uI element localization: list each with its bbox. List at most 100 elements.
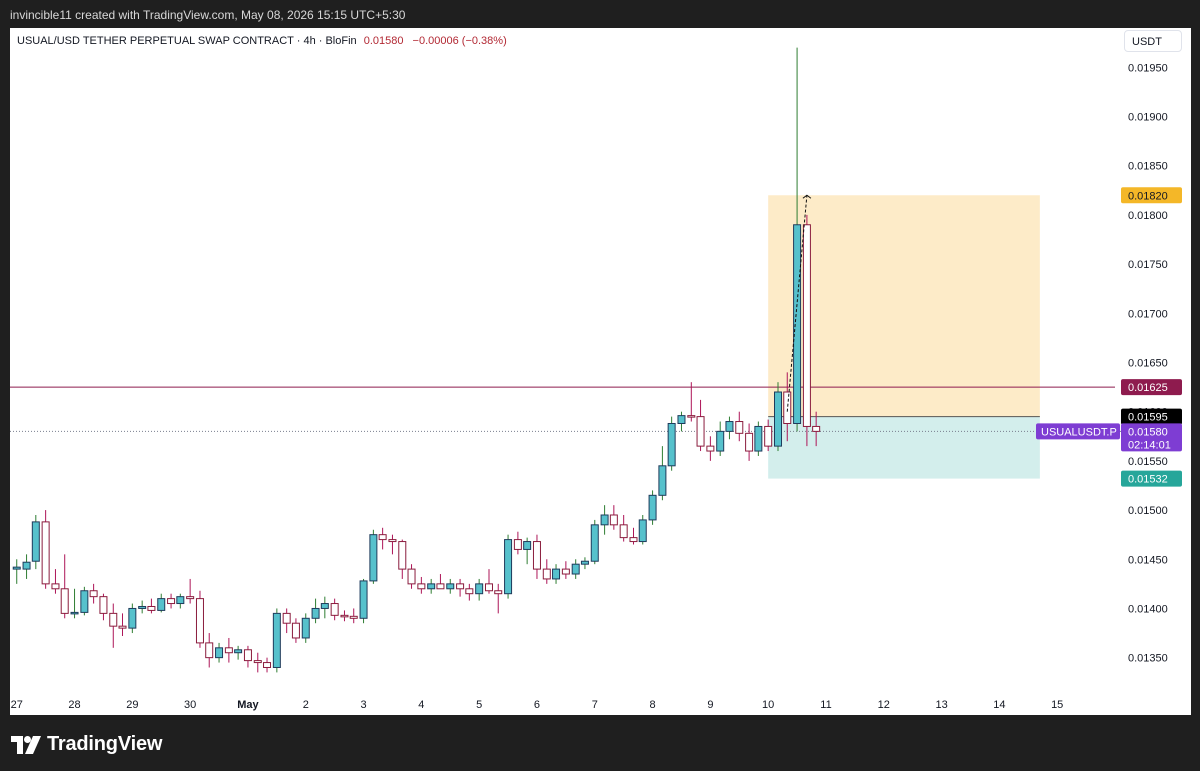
price-labels: 0.01820 0.01625 0.01595 0.01532 0.0158002:14… xyxy=(1036,187,1182,487)
candle xyxy=(754,421,763,456)
candle-body xyxy=(552,568,561,580)
candle-body xyxy=(609,514,618,526)
candle-body xyxy=(735,421,744,434)
countdown-text: 02:14:01 xyxy=(1128,439,1171,451)
candle xyxy=(735,411,744,442)
candle-body xyxy=(369,534,378,582)
candle xyxy=(51,569,60,594)
candle xyxy=(398,539,407,579)
target-price-label: 0.01532 xyxy=(1121,470,1182,487)
price-lines xyxy=(10,386,1125,432)
entry-price-label: 0.01595 xyxy=(1121,408,1182,425)
candle-body xyxy=(494,590,503,595)
symbol-title: USUAL/USD TETHER PERPETUAL SWAP CONTRACT… xyxy=(17,35,357,47)
candle xyxy=(272,608,281,673)
target-price-label-text: 0.01532 xyxy=(1128,474,1168,486)
stop-price-label: 0.01820 xyxy=(1121,187,1182,204)
candle-body xyxy=(128,607,137,629)
last-price-bg xyxy=(1121,423,1182,452)
ticker-label: USUALUSDT.P xyxy=(1036,423,1120,440)
candle-body xyxy=(802,224,811,427)
time-tick-label: 15 xyxy=(1051,699,1063,711)
candle xyxy=(388,534,397,555)
candle xyxy=(99,593,108,621)
candle xyxy=(793,47,802,432)
time-tick-label: 4 xyxy=(418,699,424,711)
candle-body xyxy=(793,224,802,424)
candle xyxy=(205,633,214,668)
currency-unit-button[interactable]: USDT xyxy=(1124,30,1182,52)
candle-body xyxy=(532,541,541,570)
candle-body xyxy=(60,588,69,614)
candle-body xyxy=(407,568,416,585)
candle xyxy=(667,416,676,471)
candle-body xyxy=(167,598,176,605)
price-axis[interactable]: 0.01350 0.01400 0.01450 0.01500 0.01550 0.016… xyxy=(1128,62,1168,664)
time-tick-label: 8 xyxy=(650,699,656,711)
time-tick-label: 9 xyxy=(707,699,713,711)
candle xyxy=(41,510,50,589)
candle-body xyxy=(224,647,233,654)
candle-body xyxy=(667,422,676,467)
candle xyxy=(291,618,300,643)
candle xyxy=(22,554,31,579)
candle-body xyxy=(330,603,339,616)
candle xyxy=(532,534,541,579)
candle xyxy=(513,531,522,555)
candle xyxy=(60,554,69,619)
price-tick-label: 0.01700 xyxy=(1128,308,1168,320)
tradingview-logo: TradingView xyxy=(11,733,162,756)
candle xyxy=(157,593,166,613)
time-tick-label: 7 xyxy=(592,699,598,711)
candle-body xyxy=(388,539,397,543)
candle xyxy=(446,578,455,594)
candle-body xyxy=(359,580,368,619)
time-tick-label: 12 xyxy=(878,699,890,711)
candle-body xyxy=(398,541,407,570)
price-tick-label: 0.01450 xyxy=(1128,554,1168,566)
candle-body xyxy=(436,583,445,590)
time-axis[interactable]: 27 28 29 30 May 2 3 4 5 6 7 8 9 10 11 12 13 14 15 xyxy=(11,699,1064,711)
candle xyxy=(224,637,233,663)
candle xyxy=(186,578,195,604)
candle-body xyxy=(349,615,358,619)
time-tick-label: 14 xyxy=(993,699,1005,711)
candle-body xyxy=(783,391,792,424)
candle xyxy=(282,608,291,634)
candle-body xyxy=(320,603,329,609)
candle-body xyxy=(465,588,474,595)
candle xyxy=(658,446,667,501)
candle xyxy=(215,642,224,663)
stop-zone xyxy=(768,195,1040,417)
candle-body xyxy=(600,514,609,526)
chart-frame[interactable]: 0.01350 0.01400 0.01450 0.01500 0.01550 0.016… xyxy=(10,28,1191,715)
price-tick-label: 0.01900 xyxy=(1128,112,1168,124)
candle xyxy=(456,578,465,597)
candle-body xyxy=(484,583,493,592)
candle-body xyxy=(31,521,40,562)
brand-name: TradingView xyxy=(47,733,163,755)
candle-body xyxy=(157,598,166,611)
time-tick-label: 2 xyxy=(303,699,309,711)
ticker-bg xyxy=(1036,423,1120,440)
candle xyxy=(696,399,705,452)
candle xyxy=(465,583,474,601)
candle-body xyxy=(12,566,21,570)
candle-body xyxy=(340,614,349,618)
projection-arrowhead xyxy=(802,194,812,199)
candle-body xyxy=(687,415,696,418)
candle-body xyxy=(475,583,484,595)
candle-body xyxy=(513,539,522,550)
position-tool[interactable] xyxy=(768,195,1040,479)
candlestick-chart[interactable]: 0.01350 0.01400 0.01450 0.01500 0.01550 0.016… xyxy=(10,28,1191,715)
candle xyxy=(590,519,599,565)
candle-body xyxy=(427,583,436,590)
candle-body xyxy=(774,391,783,447)
candle-body xyxy=(51,583,60,590)
candle xyxy=(138,600,147,614)
candle-body xyxy=(70,611,79,615)
candle-body xyxy=(580,560,589,565)
candle-body xyxy=(812,425,821,432)
candle-body xyxy=(417,583,426,590)
